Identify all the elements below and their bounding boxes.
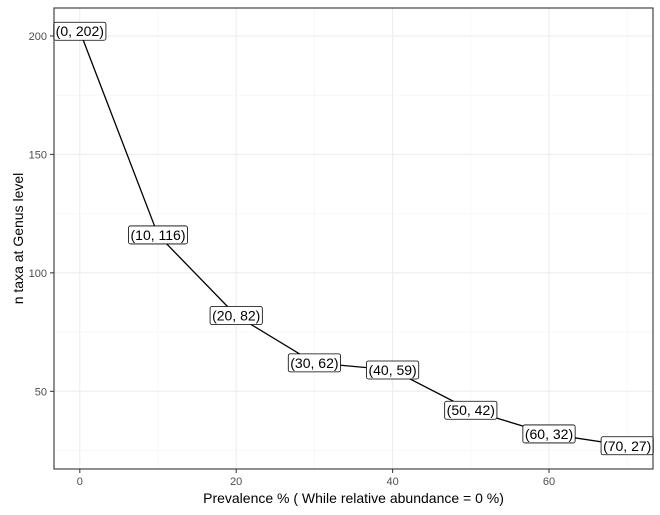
point-label: (10, 116) <box>128 225 188 245</box>
point-label: (30, 62) <box>287 353 341 373</box>
point-label-text: (20, 82) <box>212 307 260 323</box>
point-label-box <box>522 424 576 444</box>
point-label-text: (50, 42) <box>447 402 495 418</box>
major-gridlines <box>54 8 653 469</box>
point-label-text: (70, 27) <box>603 438 651 454</box>
y-axis-title: n taxa at Genus level <box>10 173 26 305</box>
y-tick-label: 200 <box>29 31 47 43</box>
x-tick-label: 20 <box>230 476 242 488</box>
x-axis-ticks: 0 20 40 60 <box>77 469 555 488</box>
plot-panel-border <box>53 7 654 470</box>
y-tick-label: 150 <box>29 149 47 161</box>
point-label: (0, 202) <box>53 21 107 41</box>
point-label-text: (60, 32) <box>525 426 573 442</box>
point-label-text: (0, 202) <box>56 23 104 39</box>
x-axis-title: Prevalence % ( While relative abundance … <box>203 490 504 506</box>
x-tick-label: 0 <box>77 476 83 488</box>
point-labels: (0, 202) (10, 116) (20, 82) (30, 62) (40, 59… <box>53 21 654 456</box>
y-axis-ticks: 50 100 150 200 <box>29 31 54 398</box>
point-label: (20, 82) <box>209 306 263 325</box>
point-label-box <box>366 360 420 380</box>
x-tick-label: 40 <box>386 476 398 488</box>
point-label-box <box>209 306 263 325</box>
point-label-text: (30, 62) <box>290 355 338 371</box>
point-label: (50, 42) <box>444 400 498 420</box>
y-tick-label: 50 <box>35 386 47 398</box>
point-label: (40, 59) <box>366 360 420 380</box>
point-label: (60, 32) <box>522 424 576 444</box>
x-tick-label: 60 <box>543 476 555 488</box>
point-label-box <box>444 400 498 420</box>
point-label-box <box>128 225 188 245</box>
point-label-text: (40, 59) <box>368 362 416 378</box>
point-label-box <box>287 353 341 373</box>
y-tick-label: 100 <box>29 268 47 280</box>
minor-gridlines <box>54 8 653 469</box>
point-label: (70, 27) <box>600 436 654 456</box>
point-label-text: (10, 116) <box>131 227 186 243</box>
